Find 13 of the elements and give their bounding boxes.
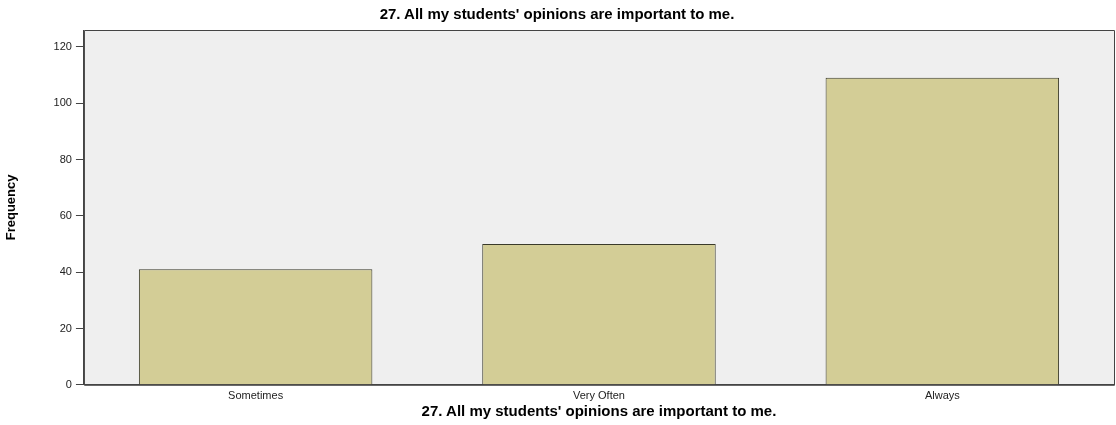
- y-tick-label: 120: [53, 39, 72, 52]
- y-tick-label: 80: [59, 152, 72, 165]
- y-tick-label: 60: [59, 208, 72, 221]
- chart-title: 27. All my students' opinions are important to me.: [379, 5, 735, 23]
- y-tick-label: 0: [65, 377, 72, 390]
- x-tick-label: Sometimes: [228, 389, 284, 402]
- y-tick-label: 100: [53, 96, 72, 109]
- y-tick-label: 40: [59, 265, 72, 278]
- y-tick-label: 20: [59, 321, 72, 334]
- y-axis-title: Frequency: [3, 173, 19, 241]
- x-tick-label: Very Often: [572, 389, 625, 402]
- x-tick-label: Always: [924, 389, 961, 402]
- x-axis-title: 27. All my students' opinions are important to me.: [421, 402, 777, 420]
